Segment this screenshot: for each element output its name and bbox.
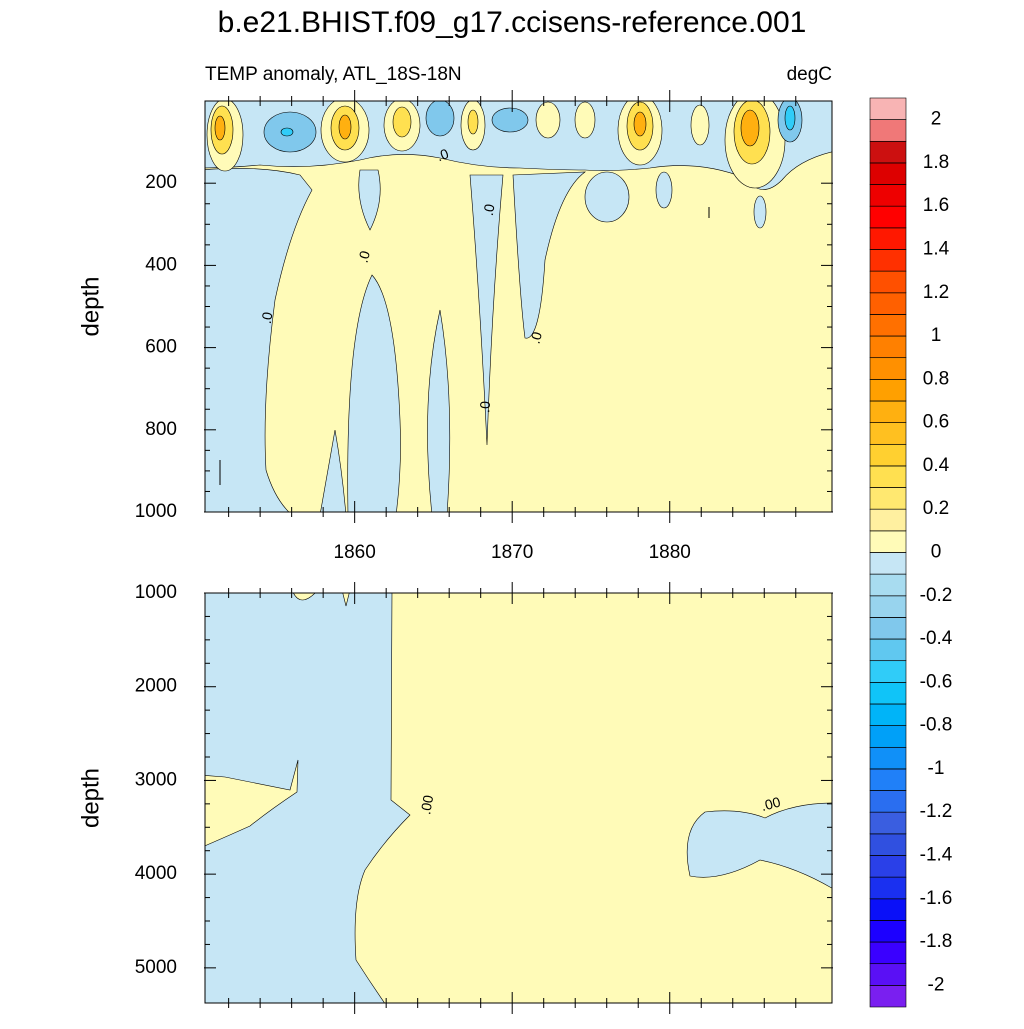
colorbar-label: 0.4 (923, 455, 950, 476)
y-tick-label: 1000 (135, 582, 177, 603)
colorbar-box (869, 140, 907, 164)
colorbar-box (869, 530, 907, 553)
y-tick-label: 200 (145, 172, 177, 193)
contour-label: .0 (434, 145, 451, 164)
colorbar-box (869, 249, 907, 272)
colorbar-label: 1 (931, 325, 942, 346)
colorbar-box (869, 443, 907, 467)
colorbar-box (869, 768, 907, 791)
y-axis-title: depth (77, 768, 104, 828)
colorbar-label: -1.6 (920, 888, 953, 909)
colorbar-box (869, 682, 907, 705)
colorbar-label: 0.6 (923, 412, 949, 433)
colorbar-box (869, 703, 907, 726)
colorbar-box (869, 335, 907, 359)
colorbar-box (869, 314, 907, 337)
colorbar-label: 1.4 (923, 239, 950, 260)
colorbar-label: -0.2 (920, 585, 953, 606)
colorbar-label: 0 (931, 542, 942, 563)
colorbar-box (869, 422, 907, 445)
y-tick-label: 800 (145, 419, 177, 440)
colorbar-box (869, 487, 907, 510)
x-tick-label: 1860 (334, 542, 376, 563)
colorbar-box (869, 357, 907, 380)
colorbar-label: -1.8 (920, 931, 953, 952)
colorbar-box (869, 184, 907, 207)
colorbar-box (869, 855, 907, 878)
y-tick-label: 400 (145, 254, 177, 275)
y-tick-label: 2000 (135, 676, 177, 697)
colorbar-label: 2 (931, 109, 942, 130)
colorbar-box (869, 833, 907, 856)
colorbar-label: -1 (928, 758, 945, 779)
colorbar-box (869, 660, 907, 683)
colorbar-box (869, 876, 907, 900)
contour-label: .0 (258, 310, 276, 324)
colorbar-box (869, 617, 907, 640)
y-axis-title: depth (77, 276, 104, 336)
y-tick-label: 3000 (135, 769, 177, 790)
colorbar-label: 1.2 (923, 282, 949, 303)
colorbar-label: -1.2 (920, 801, 953, 822)
subtitle-left: TEMP anomaly, ATL_18S-18N (205, 64, 462, 85)
colorbar-box (869, 725, 907, 748)
colorbar-box (869, 552, 907, 575)
contour-label: .00 (759, 793, 782, 814)
contour-label: .0 (476, 400, 493, 413)
colorbar-label: 1.6 (923, 195, 949, 216)
colorbar-box (869, 119, 907, 142)
colorbar-box (869, 985, 907, 1008)
colorbar-box (869, 292, 907, 315)
subtitle-right: degC (787, 64, 832, 85)
x-tick-label: 1880 (649, 542, 691, 563)
colorbar-label: 0.2 (923, 498, 949, 519)
colorbar-box (869, 465, 907, 488)
y-tick-label: 600 (145, 337, 177, 358)
colorbar-box (869, 205, 907, 229)
contour-label: .0 (527, 330, 546, 346)
colorbar-box (869, 573, 907, 597)
colorbar-label: 1.8 (923, 152, 949, 173)
colorbar-box (869, 97, 907, 120)
colorbar-box (869, 941, 907, 965)
colorbar-box (869, 227, 907, 250)
colorbar-box (869, 595, 907, 618)
contour-labels: .0 .0 .0 .0 .0 .0 .00 .00 (258, 145, 783, 816)
plot-frame (204, 592, 833, 1004)
colorbar-label: -2 (928, 974, 945, 995)
contour-label: .00 (417, 794, 436, 816)
chart-title: b.e21.BHIST.f09_g17.ccisens-reference.00… (218, 6, 807, 39)
colorbar-box (869, 270, 907, 294)
colorbar-box (869, 898, 907, 921)
contour-label: .0 (355, 249, 374, 265)
colorbar-box (869, 920, 907, 943)
colorbar-box (869, 811, 907, 835)
colorbar-box (869, 638, 907, 662)
y-tick-label: 1000 (135, 501, 177, 522)
y-tick-label: 5000 (135, 957, 177, 978)
contour-field-top (205, 101, 832, 512)
y-tick-label: 4000 (135, 863, 177, 884)
colorbar-label: -0.8 (920, 715, 953, 736)
colorbar-label: -0.4 (920, 628, 953, 649)
colorbar-box (869, 963, 907, 986)
colorbar-label: 0.8 (923, 368, 949, 389)
colorbar-box (869, 508, 907, 532)
colorbar-box (869, 400, 907, 423)
x-tick-label: 1870 (491, 542, 533, 563)
colorbar-box (869, 790, 907, 813)
colorbar-box (869, 162, 907, 185)
contour-field-bottom (205, 593, 832, 1003)
colorbar-label: -0.6 (920, 671, 953, 692)
colorbar-box (869, 379, 907, 402)
colorbar-label: -1.4 (920, 845, 953, 866)
contour-label: .0 (480, 202, 498, 216)
colorbar-box (869, 746, 907, 770)
